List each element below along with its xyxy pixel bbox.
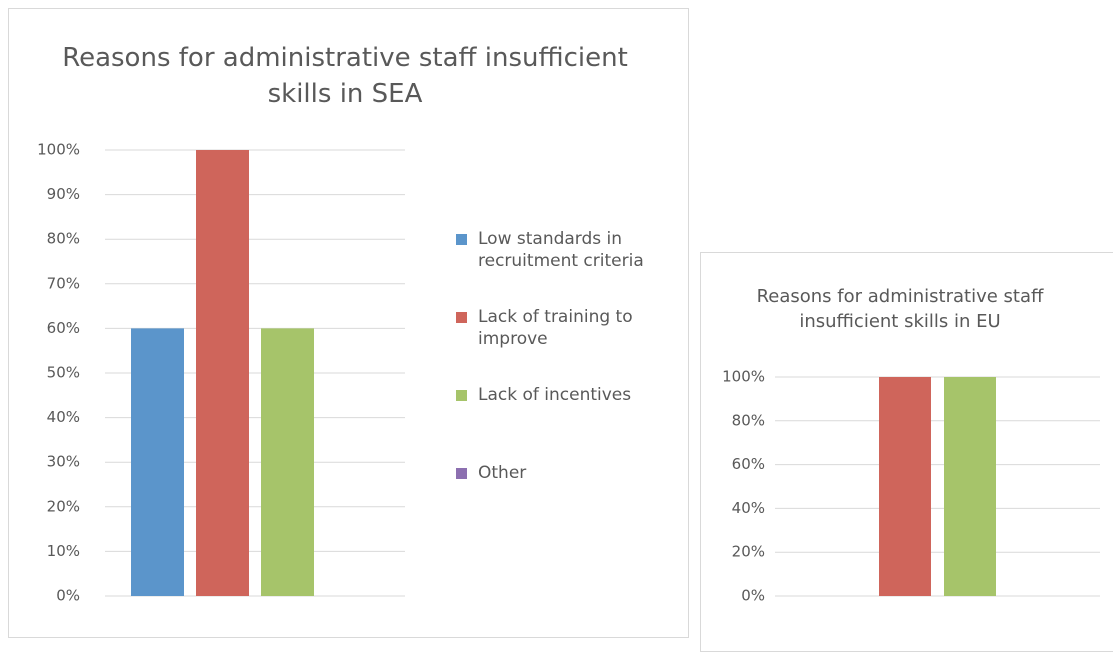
y-tick-label: 30% [47, 453, 80, 471]
bar [131, 328, 184, 596]
legend-swatch [456, 312, 467, 323]
y-tick-label: 0% [56, 587, 80, 605]
legend-swatch [456, 468, 467, 479]
bar [879, 377, 931, 596]
y-tick-label: 70% [47, 274, 80, 292]
legend-label: Lack of incentives [478, 385, 632, 405]
y-tick-label: 20% [732, 543, 765, 561]
bar [944, 377, 996, 596]
chart-title: Reasons for administrative staff insuffi… [756, 286, 1044, 333]
legend-swatch [456, 390, 467, 401]
legend-item: Other [456, 462, 658, 484]
y-tick-label: 0% [741, 587, 765, 605]
y-tick-label: 50% [47, 364, 80, 382]
bar [196, 150, 249, 596]
y-tick-label: 40% [732, 499, 765, 517]
legend-label: Low standards in recruitment criteria [478, 229, 644, 272]
y-tick-label: 80% [47, 230, 80, 248]
y-tick-label: 10% [47, 542, 80, 560]
y-tick-label: 100% [722, 368, 765, 386]
y-tick-label: 80% [732, 411, 765, 429]
legend-swatch [456, 234, 467, 245]
legend-label: Lack of training to improve [478, 307, 633, 350]
y-tick-label: 60% [47, 319, 80, 337]
y-tick-label: 100% [37, 141, 80, 159]
chart-frame [8, 8, 689, 638]
y-tick-label: 90% [47, 185, 80, 203]
y-tick-label: 20% [47, 497, 80, 515]
charts: 0% 10% 20% 30% 40% 50% 60% 70% 80% 90% 100% 0% 20% 40… [37, 141, 1100, 605]
legend-item: Low standards in recruitment criteria [456, 228, 658, 272]
bar [261, 328, 314, 596]
chart-title: Reasons for administrative staff insuffi… [62, 43, 628, 110]
legend-label: Other [478, 463, 527, 483]
page: {"chart_data": [ {"type": "bar", "title"… [8, 8, 1113, 652]
y-tick-label: 60% [732, 455, 765, 473]
legend-item: Lack of training to improve [456, 306, 658, 350]
legend-item: Lack of incentives [456, 384, 658, 406]
y-tick-label: 40% [47, 408, 80, 426]
